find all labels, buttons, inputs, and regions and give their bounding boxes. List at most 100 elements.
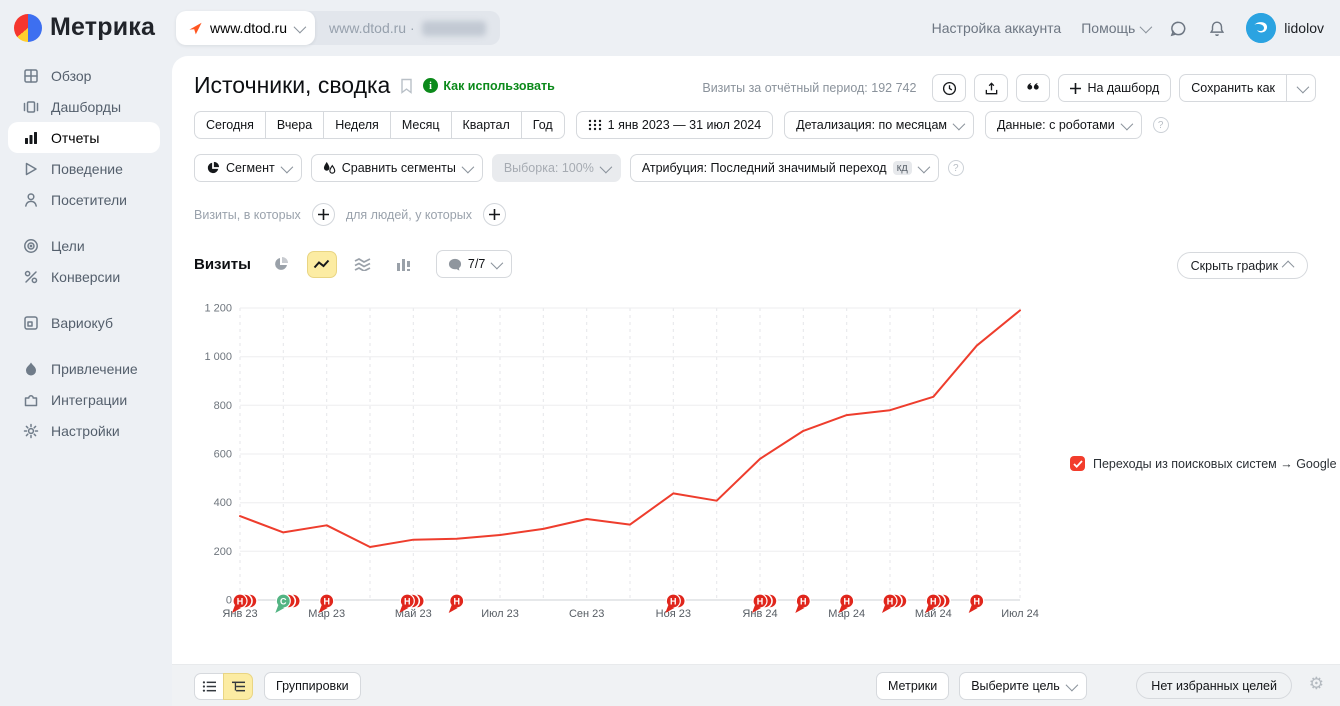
stacked-area-type-icon[interactable] — [348, 251, 378, 278]
history-clock-button[interactable] — [932, 74, 967, 102]
period-week-button[interactable]: Неделя — [323, 111, 391, 139]
line-chart-type-icon[interactable] — [306, 250, 337, 278]
add-to-dashboard-button[interactable]: На дашборд — [1058, 74, 1172, 102]
help-menu[interactable]: Помощь — [1081, 20, 1153, 36]
period-year-button[interactable]: Год — [520, 111, 565, 139]
attribution-dropdown[interactable]: Атрибуция: Последний значимый переход кд — [629, 154, 939, 182]
sidebar-item-label: Интеграции — [51, 391, 128, 408]
chevron-down-icon — [1065, 678, 1079, 691]
sidebar-item-variocube[interactable]: Вариокуб — [0, 307, 172, 338]
gear-icon[interactable]: ⚙ — [1308, 674, 1324, 693]
date-range-button[interactable]: 1 янв 2023 — 31 июл 2024 — [575, 111, 774, 139]
compare-segments-dropdown[interactable]: Сравнить сегменты — [310, 154, 483, 182]
save-as-caret-button[interactable] — [1286, 74, 1316, 102]
top-header: Метрика www.dtod.ru www.dtod.ru · Настро… — [0, 0, 1340, 56]
tree-view-button[interactable] — [223, 672, 253, 700]
add-visit-condition-button[interactable] — [311, 203, 335, 226]
pie-chart-type-icon[interactable] — [266, 251, 296, 278]
counter-tab-active[interactable]: www.dtod.ru — [176, 11, 316, 45]
droplets-icon — [323, 161, 336, 174]
annotation-marker[interactable]: Н — [448, 593, 465, 613]
annotation-marker[interactable]: С — [275, 593, 302, 613]
counter-domain-secondary: www.dtod.ru · — [329, 20, 415, 36]
help-question-icon[interactable]: ? — [947, 160, 964, 176]
sidebar-item-behavior[interactable]: Поведение — [0, 153, 172, 184]
svg-text:Июл 23: Июл 23 — [481, 608, 519, 620]
overview-grid-icon — [22, 67, 39, 84]
data-mode-label: Данные: с роботами — [997, 118, 1115, 132]
counter-tab-secondary[interactable]: www.dtod.ru · — [315, 20, 500, 36]
chevron-down-icon — [1120, 117, 1133, 130]
svg-text:С: С — [280, 596, 287, 606]
sampling-dropdown[interactable]: Выборка: 100% — [491, 154, 621, 182]
sidebar-item-reports[interactable]: Отчеты — [8, 122, 160, 153]
groupings-button[interactable]: Группировки — [264, 672, 361, 700]
sidebar-item-label: Отчеты — [51, 129, 100, 146]
sidebar-item-settings[interactable]: Настройки — [0, 415, 172, 446]
annotation-marker[interactable]: Н — [318, 593, 335, 613]
bell-icon[interactable] — [1208, 19, 1226, 38]
metrika-logo-icon — [14, 13, 42, 42]
filter-row: Визиты, в которых для людей, у которых — [194, 203, 506, 226]
attribution-badge: кд — [892, 161, 912, 175]
sidebar-item-conversions[interactable]: Конверсии — [0, 261, 172, 292]
sidebar-item-overview[interactable]: Обзор — [0, 60, 172, 91]
header-actions: Настройка аккаунта Помощь lidolov — [932, 0, 1324, 56]
annotation-marker[interactable]: Н — [882, 593, 908, 613]
hide-chart-button[interactable]: Скрыть график — [1176, 252, 1308, 279]
no-favorite-goals-button[interactable]: Нет избранных целей — [1136, 672, 1292, 699]
export-button[interactable] — [974, 74, 1009, 102]
add-people-condition-button[interactable] — [482, 203, 506, 226]
svg-text:Мар 23: Мар 23 — [308, 608, 345, 620]
sidebar-item-integrations[interactable]: Интеграции — [0, 384, 172, 415]
how-to-use-link[interactable]: i Как использовать — [423, 78, 555, 93]
metrics-button[interactable]: Метрики — [876, 672, 950, 700]
visits-line-chart[interactable]: 0 200 400 600 800 1 000 1 200 Янв 23 Мар 23 Май 2… — [192, 300, 1042, 625]
sidebar-item-acquisition[interactable]: Привлечение — [0, 353, 172, 384]
legend-checkbox-checked[interactable] — [1070, 456, 1085, 471]
chevron-down-icon — [461, 160, 475, 173]
plus-icon — [1070, 82, 1082, 94]
period-month-button[interactable]: Месяц — [389, 111, 452, 139]
list-view-button[interactable] — [194, 672, 224, 700]
annotation-marker[interactable]: Н — [232, 593, 258, 613]
pie-segment-icon — [207, 161, 220, 174]
account-settings-link[interactable]: Настройка аккаунта — [931, 20, 1062, 36]
detailing-dropdown[interactable]: Детализация: по месяцам — [784, 111, 974, 139]
chevron-down-icon — [280, 160, 293, 173]
bookmark-icon[interactable] — [400, 78, 413, 94]
save-as-button[interactable]: Сохранить как — [1179, 74, 1287, 102]
svg-text:Май 24: Май 24 — [915, 608, 952, 620]
view-toggle — [194, 672, 253, 700]
annotation-marker[interactable]: Н — [795, 593, 811, 613]
metrika-logo[interactable]: Метрика — [14, 13, 155, 42]
sidebar-item-dashboards[interactable]: Дашборды — [0, 91, 172, 122]
bottom-toolbar-left: Группировки — [194, 672, 361, 700]
segment-dropdown[interactable]: Сегмент — [194, 154, 302, 182]
sidebar-group: Цели Конверсии — [0, 230, 172, 292]
data-mode-dropdown[interactable]: Данные: с роботами — [985, 111, 1142, 139]
svg-text:600: 600 — [214, 449, 232, 461]
chart-legend-item[interactable]: Переходы из поисковых систем → Google — [1070, 456, 1337, 471]
user-menu[interactable]: lidolov — [1246, 13, 1324, 43]
sidebar-item-label: Посетители — [51, 191, 127, 208]
annotations-dropdown[interactable]: 7/7 — [435, 250, 513, 278]
period-quarter-button[interactable]: Квартал — [450, 111, 522, 139]
period-yesterday-button[interactable]: Вчера — [264, 111, 325, 139]
quotes-button[interactable] — [1016, 74, 1051, 102]
annotation-marker[interactable]: Н — [925, 593, 952, 613]
annotation-marker[interactable]: Н — [838, 593, 855, 613]
svg-text:Янв 24: Янв 24 — [742, 608, 777, 620]
bar-chart-type-icon[interactable] — [389, 251, 419, 278]
annotation-marker[interactable]: Н — [665, 593, 687, 613]
chat-icon[interactable] — [1169, 19, 1188, 38]
annotation-marker[interactable]: Н — [752, 593, 778, 613]
svg-text:0: 0 — [226, 595, 232, 607]
annotation-marker[interactable]: Н — [399, 593, 426, 613]
choose-goal-dropdown[interactable]: Выберите цель — [959, 672, 1087, 700]
annotation-marker[interactable]: Н — [968, 593, 985, 613]
period-today-button[interactable]: Сегодня — [194, 111, 266, 139]
help-question-icon[interactable]: ? — [1152, 117, 1169, 133]
sidebar-item-goals[interactable]: Цели — [0, 230, 172, 261]
sidebar-item-visitors[interactable]: Посетители — [0, 184, 172, 215]
